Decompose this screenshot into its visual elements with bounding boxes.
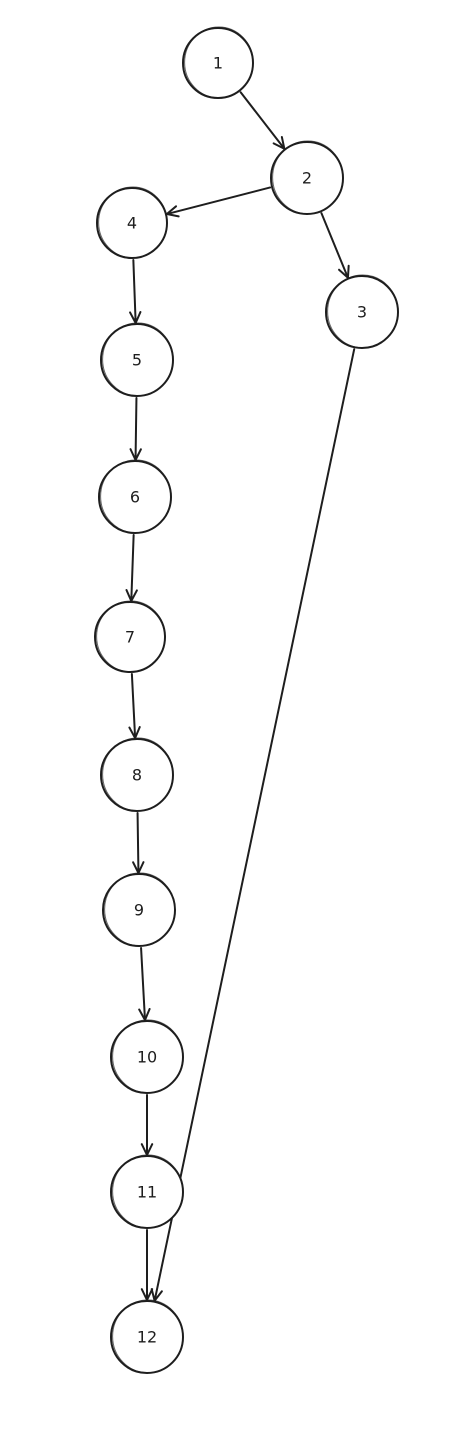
node-circle-sketch xyxy=(112,1019,184,1094)
edge-5-to-6 xyxy=(129,396,142,462)
edge-line xyxy=(130,672,137,740)
node-circle-sketch xyxy=(112,1154,184,1229)
node-label: 10 xyxy=(137,1048,157,1067)
node-label: 7 xyxy=(125,628,135,647)
node-5: 5 xyxy=(100,322,174,397)
node-label: 4 xyxy=(127,214,137,233)
node-12: 12 xyxy=(110,1299,184,1374)
node-label: 12 xyxy=(137,1328,157,1347)
edge-3-to-12 xyxy=(150,348,356,1302)
node-circle-sketch xyxy=(100,459,172,534)
node-10: 10 xyxy=(110,1019,184,1094)
edge-line xyxy=(134,396,138,462)
edge-11-to-12 xyxy=(140,1229,154,1301)
node-label: 2 xyxy=(302,169,312,188)
arrowhead-icon xyxy=(165,205,180,218)
node-label: 6 xyxy=(130,488,140,507)
edge-6-to-7 xyxy=(125,533,138,603)
edge-10-to-11 xyxy=(140,1094,154,1156)
node-circle-sketch xyxy=(98,186,168,259)
edge-line xyxy=(136,811,140,875)
node-2: 2 xyxy=(270,140,344,215)
node-6: 6 xyxy=(98,459,172,534)
node-circle-sketch xyxy=(96,600,166,673)
edge-2-to-3 xyxy=(320,212,350,279)
node-3: 3 xyxy=(325,274,399,349)
edge-2-to-4 xyxy=(165,186,272,218)
node-7: 7 xyxy=(94,600,166,673)
node-circle-sketch xyxy=(327,274,399,349)
edge-8-to-9 xyxy=(132,811,145,875)
arrowhead-icon xyxy=(272,136,286,150)
node-label: 3 xyxy=(357,303,367,322)
node-11: 11 xyxy=(110,1154,184,1229)
edge-4-to-5 xyxy=(129,258,142,325)
node-label: 11 xyxy=(137,1183,157,1202)
node-label: 9 xyxy=(134,901,144,920)
edge-line xyxy=(239,91,286,150)
node-label: 5 xyxy=(132,351,142,370)
edge-line xyxy=(132,258,137,325)
edge-9-to-10 xyxy=(138,946,151,1022)
node-circle-sketch xyxy=(184,26,254,99)
edge-line xyxy=(165,186,272,216)
node-label: 1 xyxy=(213,54,223,73)
node-8: 8 xyxy=(100,737,174,812)
node-circle-sketch xyxy=(102,737,174,812)
node-9: 9 xyxy=(102,872,176,947)
edge-7-to-8 xyxy=(128,672,141,740)
edge-line xyxy=(153,348,356,1302)
edge-line xyxy=(130,533,135,603)
edge-line xyxy=(140,946,146,1022)
node-4: 4 xyxy=(96,186,168,259)
edge-line xyxy=(320,212,349,279)
node-circle-sketch xyxy=(112,1299,184,1374)
edges-layer xyxy=(125,91,356,1302)
node-circle-sketch xyxy=(104,872,176,947)
node-1: 1 xyxy=(182,26,254,99)
node-label: 8 xyxy=(132,766,142,785)
node-circle-sketch xyxy=(272,140,344,215)
node-circle-sketch xyxy=(102,322,174,397)
edge-1-to-2 xyxy=(239,91,286,150)
